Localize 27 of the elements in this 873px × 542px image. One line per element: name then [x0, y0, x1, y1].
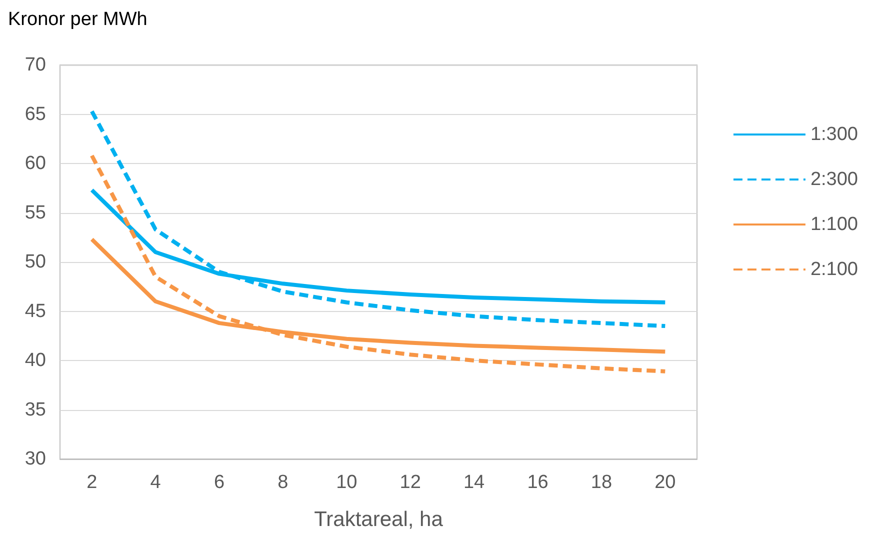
x-tick-label: 16 [527, 472, 548, 493]
y-tick-label: 70 [24, 54, 46, 76]
x-tick-label: 8 [278, 472, 288, 493]
y-tick-label: 50 [24, 252, 46, 272]
legend-label: 2:300 [810, 169, 858, 190]
legend-label: 1:100 [810, 214, 858, 235]
x-tick-label: 14 [463, 472, 486, 493]
x-tick-label: 10 [336, 472, 358, 493]
line-series [90, 109, 668, 328]
y-tick-label: 65 [24, 104, 46, 125]
y-tick-label: 55 [24, 202, 46, 224]
legend-label: 1:300 [810, 124, 858, 145]
x-tick-label: 18 [590, 472, 612, 493]
x-tick-label: 20 [654, 472, 676, 493]
y-tick-label: 35 [24, 399, 46, 420]
y-axis-title: Kronor per MWh [8, 9, 148, 30]
line-series [90, 154, 668, 374]
y-tick-label: 30 [24, 448, 46, 470]
x-axis-title: Traktareal, ha [314, 508, 444, 531]
x-tick-label: 4 [150, 472, 162, 493]
x-tick-label: 12 [400, 472, 421, 493]
x-tick-label: 2 [86, 472, 98, 493]
y-tick-label: 60 [24, 153, 46, 174]
x-tick-label: 6 [214, 472, 225, 493]
y-tick-label: 40 [24, 350, 46, 371]
legend-label: 2:100 [810, 259, 858, 280]
y-tick-label: 45 [24, 300, 46, 322]
